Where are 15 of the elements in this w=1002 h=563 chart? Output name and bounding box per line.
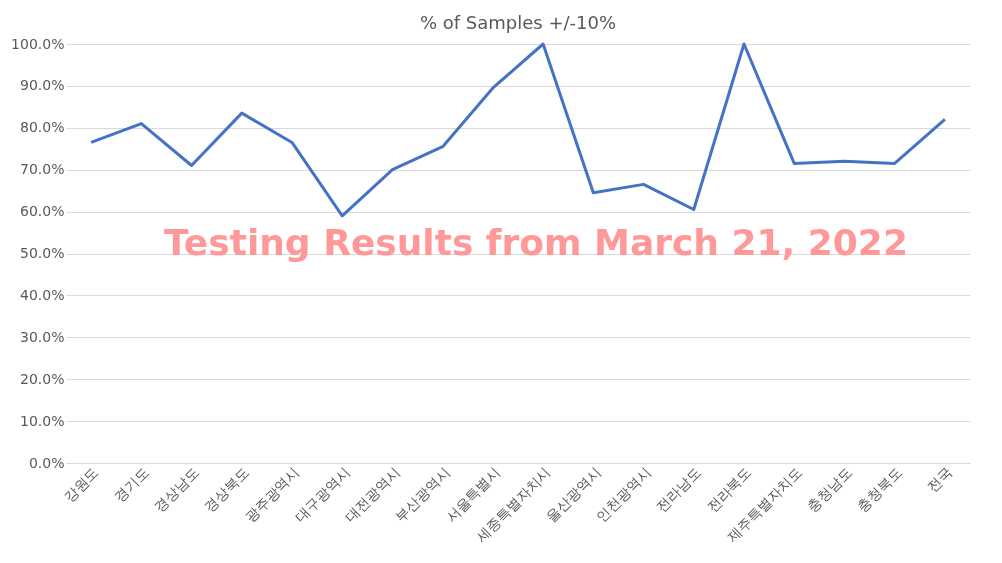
annotation: Testing Results from March 21, 2022 — [164, 222, 908, 263]
y-tick-label: 100.0% — [11, 35, 65, 52]
y-tick-label: 70.0% — [20, 161, 65, 178]
y-tick-label: 50.0% — [20, 245, 65, 261]
y-tick-label: 20.0% — [20, 370, 65, 387]
y-tick-label: 80.0% — [20, 119, 65, 136]
y-tick-label: 60.0% — [20, 203, 65, 220]
line-series — [89, 42, 947, 218]
y-tick-label: 30.0% — [20, 328, 65, 345]
chart-title: % of Samples +/-10% — [419, 12, 617, 33]
y-tick-label: 90.0% — [20, 77, 65, 94]
y-tick-label: 10.0% — [20, 412, 65, 429]
x-tick-label: 전국 — [924, 464, 956, 496]
y-tick-label: 40.0% — [20, 286, 65, 303]
y-tick-label: 0.0% — [28, 454, 65, 471]
